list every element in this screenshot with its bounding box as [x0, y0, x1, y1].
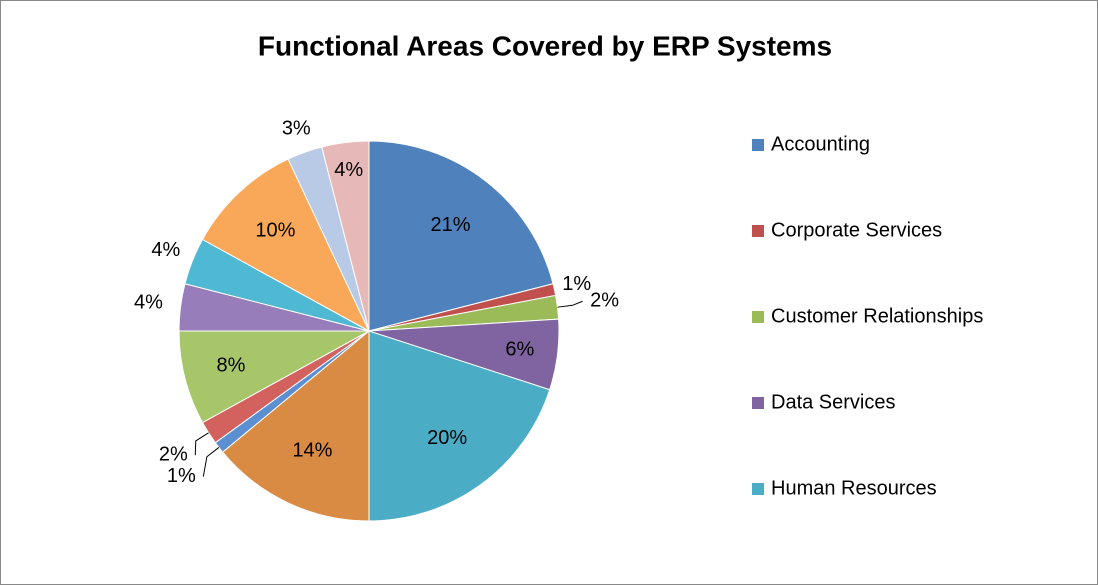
- data-label: 4%: [134, 291, 163, 313]
- legend-label: Corporate Services: [771, 219, 942, 241]
- data-label: 2%: [159, 443, 188, 465]
- legend-label: Accounting: [771, 133, 870, 155]
- data-label: 4%: [151, 239, 180, 261]
- pie-slice: [178, 330, 370, 424]
- pie-slice: [221, 329, 370, 522]
- data-label: 20%: [427, 427, 467, 449]
- leader-line: [202, 447, 220, 477]
- data-label: 2%: [590, 290, 619, 312]
- pie-slice: [201, 158, 371, 333]
- data-label: 6%: [505, 338, 534, 360]
- legend-label: Customer Relationships: [771, 305, 983, 327]
- chart-title: Functional Areas Covered by ERP Systems: [258, 30, 832, 61]
- legend-swatch: [752, 225, 764, 237]
- data-label: 1%: [167, 465, 196, 487]
- data-label: 21%: [431, 214, 471, 236]
- pie-slice: [368, 330, 551, 522]
- data-label: 1%: [562, 273, 591, 295]
- legend-swatch: [752, 139, 764, 151]
- data-label: 3%: [282, 117, 311, 139]
- data-label: 14%: [292, 440, 332, 462]
- data-label: 8%: [217, 355, 246, 377]
- leader-line: [194, 432, 209, 456]
- legend-swatch: [752, 483, 764, 495]
- legend-label: Human Resources: [771, 477, 937, 499]
- pie-slice: [368, 140, 554, 332]
- data-label: 10%: [255, 220, 295, 242]
- legend-swatch: [752, 397, 764, 409]
- pie-slice: [321, 140, 370, 332]
- data-label: 4%: [334, 159, 363, 181]
- legend-swatch: [752, 311, 764, 323]
- leader-line: [557, 300, 583, 308]
- legend-label: Data Services: [771, 391, 896, 413]
